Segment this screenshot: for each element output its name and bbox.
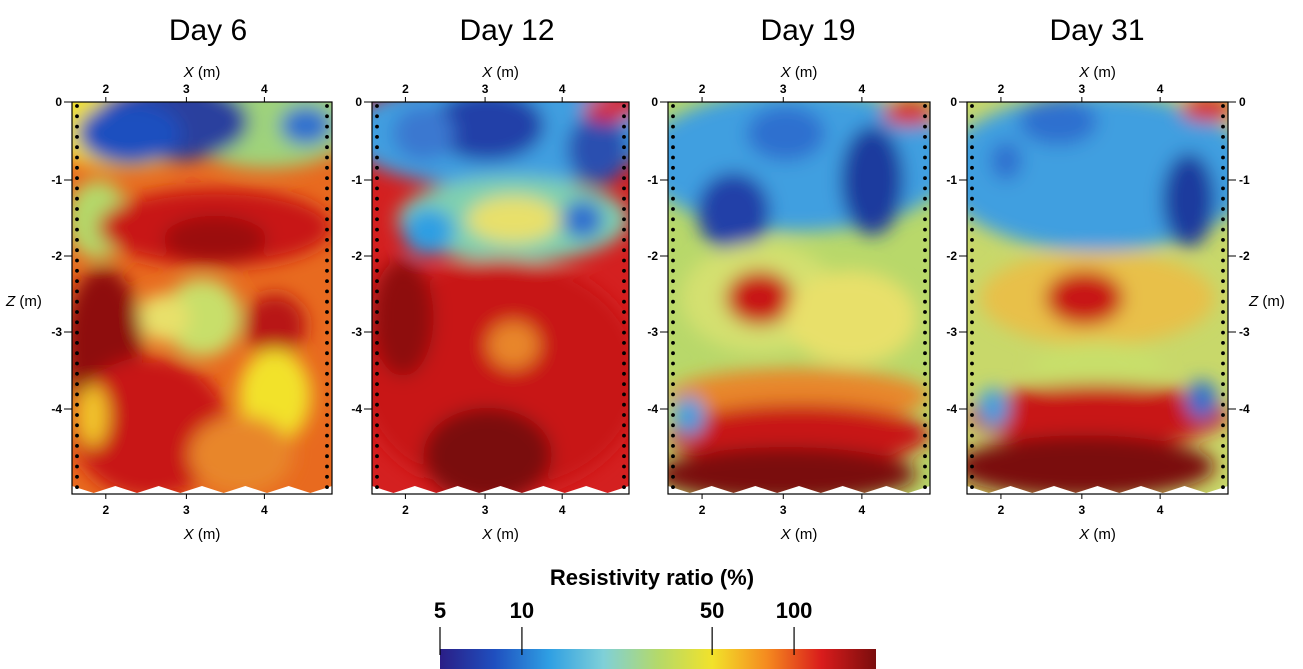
- z-tick-label-right: 0: [1239, 95, 1246, 109]
- x-tick-label-top: 4: [859, 82, 866, 96]
- panel-frame: [371, 101, 630, 495]
- x-tick-label-bottom: 2: [402, 503, 409, 517]
- z-tick-label-left: 0: [651, 95, 658, 109]
- x-axis-label-bottom: X (m): [1078, 526, 1116, 543]
- resistivity-map: [967, 102, 1228, 494]
- panel-day-4: Day 31 2 2 3 3 4 4 X (m) X (m) 0 -1 -2 -3 -4 0 -1 -2 -3 -4: [946, 14, 1250, 543]
- z-tick-label-left: -3: [647, 325, 658, 339]
- z-tick-label-right: -3: [1239, 325, 1250, 339]
- z-tick-label-left: -1: [351, 173, 362, 187]
- resistivity-map: [668, 102, 930, 494]
- electrode-dots: [671, 104, 927, 489]
- x-tick-label-top: 4: [261, 82, 268, 96]
- x-tick-label-bottom: 4: [559, 503, 566, 517]
- panel-day-2: Day 12 2 2 3 3 4 4 X (m) X (m) 0 -1 -2 -3 -4: [351, 14, 630, 543]
- x-axis-label-top: X (m): [183, 64, 221, 81]
- x-axis-label-bottom: X (m): [481, 526, 519, 543]
- x-tick-label-top: 4: [559, 82, 566, 96]
- x-tick-label-bottom: 4: [261, 503, 268, 517]
- x-tick-label-top: 3: [183, 82, 190, 96]
- colorbar-title: Resistivity ratio (%): [550, 565, 754, 590]
- colorbar-tick-label: 5: [434, 598, 446, 623]
- x-tick-label-top: 4: [1157, 82, 1164, 96]
- colorbar-gradient: [440, 649, 876, 669]
- z-tick-label-left: -1: [647, 173, 658, 187]
- z-tick-label-left: 0: [55, 95, 62, 109]
- colorbar-tick-label: 100: [776, 598, 813, 623]
- resistivity-map: [372, 102, 629, 494]
- panel-day-3: Day 19 2 2 3 3 4 4 X (m) X (m) 0 -1 -2 -3 -4: [647, 14, 931, 543]
- x-tick-label-top: 2: [699, 82, 706, 96]
- panel-title: Day 6: [169, 14, 247, 47]
- panel-frame: [966, 101, 1229, 495]
- x-axis-label-top: X (m): [481, 64, 519, 81]
- x-tick-label-bottom: 2: [699, 503, 706, 517]
- electrode-dots: [970, 104, 1225, 489]
- x-tick-label-top: 3: [1078, 82, 1085, 96]
- z-tick-label-left: -4: [647, 402, 658, 416]
- z-axis-label-right: Z (m): [1248, 293, 1285, 310]
- z-tick-label-left: -1: [946, 173, 957, 187]
- z-tick-label-left: -4: [946, 402, 957, 416]
- z-tick-label-left: 0: [950, 95, 957, 109]
- panel-title: Day 31: [1049, 14, 1144, 47]
- x-axis-label-top: X (m): [780, 64, 818, 81]
- z-tick-label-right: -2: [1239, 249, 1250, 263]
- z-tick-label-left: -2: [647, 249, 658, 263]
- x-axis-label-top: X (m): [1078, 64, 1116, 81]
- z-tick-label-left: -2: [351, 249, 362, 263]
- z-tick-label-right: -4: [1239, 402, 1250, 416]
- x-axis-label-bottom: X (m): [780, 526, 818, 543]
- panel-day-1: Day 6 2 2 3 3 4 4 X (m) X (m) 0 -1 -2 -3 -4: [51, 14, 333, 543]
- electrode-dots: [375, 104, 626, 489]
- x-tick-label-bottom: 2: [102, 503, 109, 517]
- colorbar-tick-label: 50: [700, 598, 724, 623]
- colorbar-tick-label: 10: [510, 598, 534, 623]
- x-axis-label-bottom: X (m): [183, 526, 221, 543]
- z-tick-label-left: -4: [51, 402, 62, 416]
- resistivity-map: [72, 102, 332, 494]
- x-tick-label-top: 2: [402, 82, 409, 96]
- x-tick-label-bottom: 4: [1157, 503, 1164, 517]
- z-tick-label-left: -3: [946, 325, 957, 339]
- z-tick-label-left: -2: [946, 249, 957, 263]
- x-tick-label-bottom: 4: [859, 503, 866, 517]
- z-tick-label-left: 0: [355, 95, 362, 109]
- z-tick-label-left: -4: [351, 402, 362, 416]
- x-tick-label-top: 3: [780, 82, 787, 96]
- x-tick-label-bottom: 3: [183, 503, 190, 517]
- panel-frame: [71, 101, 333, 495]
- colorbar: Resistivity ratio (%) 5 10 50 100: [434, 565, 876, 669]
- x-tick-label-bottom: 2: [998, 503, 1005, 517]
- x-tick-label-top: 2: [102, 82, 109, 96]
- panel-frame: [667, 101, 931, 495]
- z-tick-label-right: -1: [1239, 173, 1250, 187]
- x-tick-label-top: 2: [998, 82, 1005, 96]
- electrode-dots: [75, 104, 329, 489]
- x-tick-label-bottom: 3: [1078, 503, 1085, 517]
- panel-title: Day 12: [459, 14, 554, 47]
- z-tick-label-left: -3: [51, 325, 62, 339]
- panel-title: Day 19: [760, 14, 855, 47]
- x-tick-label-bottom: 3: [482, 503, 489, 517]
- z-tick-label-left: -2: [51, 249, 62, 263]
- z-tick-label-left: -3: [351, 325, 362, 339]
- z-axis-label-left: Z (m): [5, 293, 42, 310]
- z-tick-label-left: -1: [51, 173, 62, 187]
- x-tick-label-top: 3: [482, 82, 489, 96]
- x-tick-label-bottom: 3: [780, 503, 787, 517]
